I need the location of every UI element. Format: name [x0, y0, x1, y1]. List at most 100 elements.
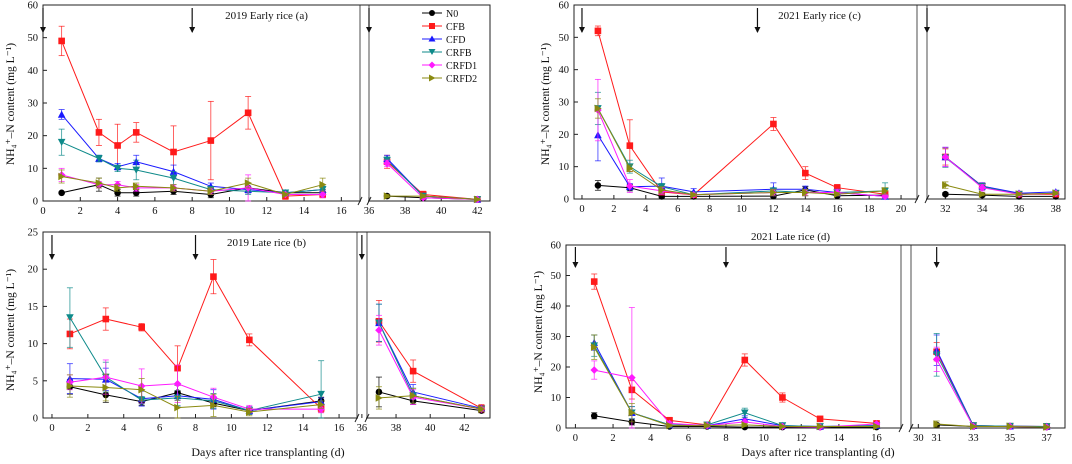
x-tick-label-d: 30 — [913, 433, 924, 444]
series-line-crfd1 — [945, 156, 1056, 195]
series-line-cfd — [378, 322, 482, 409]
y-tick-label-a: 40 — [28, 66, 39, 77]
series-line-n0 — [378, 391, 482, 412]
data-point-crfd2 — [594, 104, 602, 113]
x-tick-label-c: 18 — [864, 204, 875, 215]
plot-frame-b — [42, 231, 491, 419]
legend-item-crfd1: CRFD1 — [422, 61, 477, 72]
y-tick-label-d: 10 — [551, 393, 562, 404]
series-line-cfd — [597, 134, 886, 197]
data-point-crfd2 — [174, 403, 182, 412]
x-tick-label-d: 6 — [686, 433, 691, 444]
data-point-crfd2 — [779, 422, 787, 431]
data-point-cfb — [594, 27, 602, 35]
data-point-crfd2 — [102, 383, 110, 392]
data-point-crfd2 — [1052, 189, 1060, 197]
data-point-cfb — [207, 137, 215, 144]
data-point-crfd2 — [244, 179, 252, 187]
x-tick-label-c: 4 — [643, 204, 649, 215]
y-tick-label-d: 40 — [551, 302, 562, 313]
x-tick-label-c: 12 — [768, 204, 779, 215]
x-tick-label-c: 14 — [800, 204, 811, 215]
data-point-n0 — [590, 412, 598, 420]
x-tick-label-c: 8 — [707, 204, 712, 215]
x-tick-label-b: 14 — [298, 423, 309, 434]
y-tick-label-d: 50 — [551, 271, 562, 282]
y-tick-label-b: 15 — [28, 302, 39, 313]
y-tick-label-c: 10 — [559, 162, 570, 173]
data-point-cfb — [58, 37, 65, 45]
fertilization-arrowhead-b — [358, 254, 365, 260]
series-line-cfb — [597, 30, 886, 196]
x-tick-label-a: 10 — [224, 206, 235, 217]
panel-2019-late-rice: 0 5 10 15 20 25 0 2 4 6 8 10 12 14 16 36 38 40 42 2019 Late… — [28, 228, 491, 434]
data-point-crfd2 — [970, 422, 978, 431]
y-tick-label-c: 20 — [559, 130, 570, 141]
data-point-crfb — [317, 390, 325, 398]
y-tick-label-a: 50 — [28, 33, 39, 44]
data-point-crfd2 — [138, 385, 146, 394]
y-axis-label-b: NH₄⁺–N content (mg L⁻¹) — [5, 269, 17, 391]
series-crfd1-b — [66, 314, 486, 414]
panel-2021-late-rice: 0 10 20 30 40 50 60 0 2 4 6 8 10 12 14 16 30 31 33 35 37 2021… — [551, 231, 1066, 444]
data-point-crfd1 — [628, 373, 636, 382]
data-point-cfb — [102, 315, 110, 323]
legend-label-cfb: CFB — [446, 22, 465, 33]
chart-title-b: 2019 Late rice (b) — [227, 237, 306, 249]
legend-label-crfd1: CRFD1 — [446, 61, 477, 72]
series-line-n0 — [597, 184, 886, 197]
series-cfb-d — [590, 273, 1050, 430]
data-point-crfb — [66, 314, 74, 322]
fertilization-arrowhead-c — [924, 27, 930, 33]
y-axis-label-a: NH₄⁺–N content (mg L⁻¹) — [5, 43, 17, 165]
data-point-crfb — [57, 138, 66, 146]
legend-item-cfd: CFD — [422, 35, 465, 46]
data-point-cfd — [57, 110, 66, 118]
y-tick-label-c: 60 — [559, 1, 570, 12]
data-point-crfd2 — [478, 405, 486, 413]
x-tick-label-b: 42 — [459, 423, 470, 434]
series-line-cfd — [386, 158, 478, 200]
series-crfd2-b — [66, 373, 486, 419]
data-point-crfd2 — [375, 394, 383, 402]
series-cfb-c — [594, 25, 1060, 199]
data-point-crfd2 — [942, 181, 950, 189]
data-point-crfb — [740, 409, 749, 417]
x-tick-label-b: 6 — [157, 423, 162, 434]
data-point-cfb — [246, 336, 253, 344]
data-point-crfd1 — [941, 153, 950, 161]
series-line-crfd1 — [386, 163, 478, 200]
data-point-crfd2 — [690, 190, 698, 199]
fertilization-arrowhead-a — [189, 27, 196, 33]
data-point-crfd2 — [881, 187, 889, 195]
data-point-n0 — [58, 189, 65, 197]
data-point-crfb — [95, 155, 103, 163]
legend-label-cfd: CFD — [446, 35, 465, 46]
x-tick-label-d: 14 — [834, 433, 845, 444]
data-point-crfd1 — [318, 190, 327, 199]
x-tick-label-b: 12 — [262, 423, 273, 434]
x-tick-label-a: 2 — [78, 206, 83, 217]
x-tick-label-a: 12 — [262, 206, 273, 217]
data-point-crfd2 — [114, 184, 122, 192]
x-tick-label-c: 38 — [1051, 204, 1062, 215]
series-line-crfb — [386, 159, 478, 200]
fertilization-arrowhead-a — [40, 27, 46, 33]
data-point-cfb — [626, 142, 634, 149]
data-point-cfb — [132, 129, 140, 136]
x-tick-label-b: 10 — [226, 423, 237, 434]
x-tick-label-b: 38 — [391, 423, 402, 434]
series-cfb-a — [58, 25, 481, 203]
series-line-crfd1 — [597, 109, 886, 197]
fertilization-arrowhead-a — [366, 27, 372, 33]
data-point-crfd2 — [319, 180, 327, 189]
y-tick-label-d: 0 — [556, 424, 561, 435]
x-tick-label-a: 0 — [40, 206, 45, 217]
legend-item-n0: N0 — [422, 9, 458, 20]
series-line-cfb — [61, 40, 323, 197]
data-point-crfd1 — [375, 326, 383, 335]
x-tick-label-a: 8 — [190, 206, 195, 217]
data-point-crfd1 — [872, 420, 881, 428]
data-point-cfb — [802, 169, 809, 177]
plot-frame-a — [42, 4, 491, 202]
